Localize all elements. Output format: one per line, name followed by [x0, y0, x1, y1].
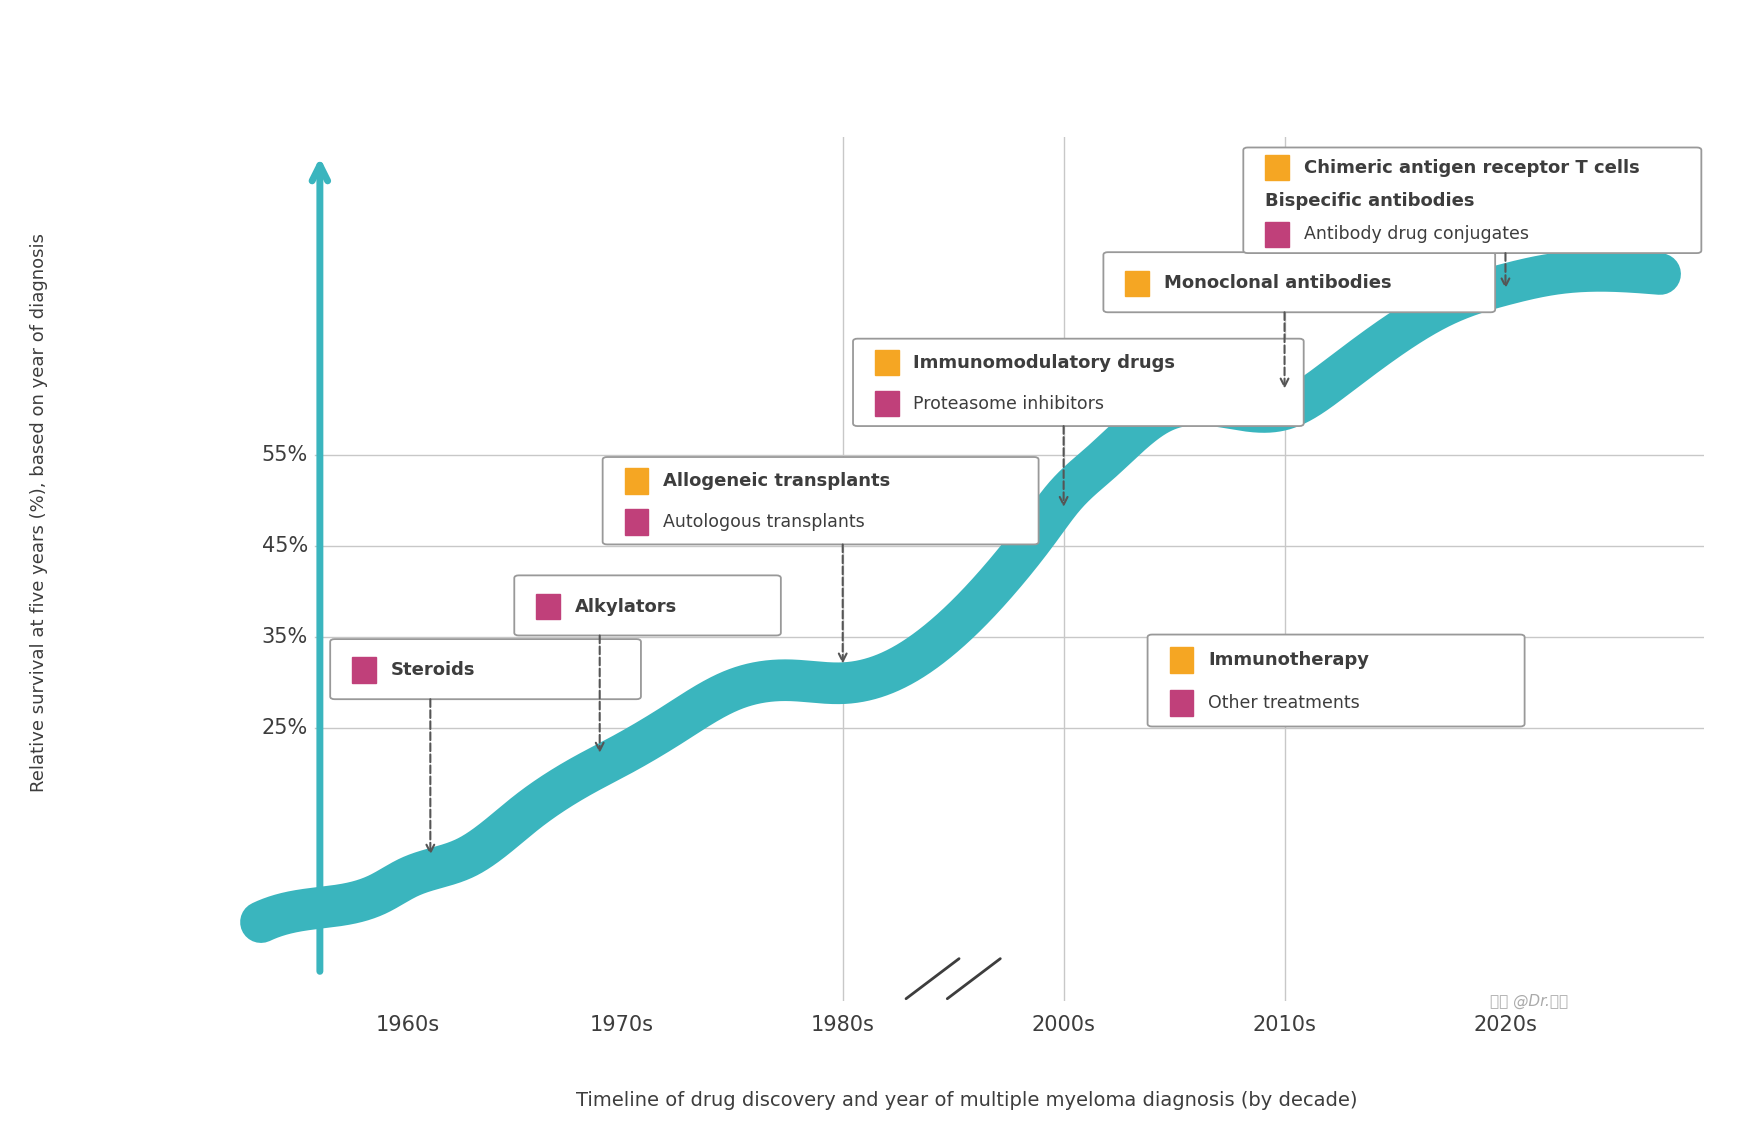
Text: 55%: 55% — [262, 445, 307, 465]
Text: 2010s: 2010s — [1253, 1015, 1316, 1036]
Text: 1980s: 1980s — [810, 1015, 875, 1036]
Text: Proteasome inhibitors: Proteasome inhibitors — [914, 395, 1105, 413]
Bar — [1265, 222, 1290, 247]
Text: Antibody drug conjugates: Antibody drug conjugates — [1304, 225, 1529, 244]
Bar — [625, 469, 648, 494]
FancyBboxPatch shape — [854, 339, 1304, 426]
Bar — [1265, 155, 1290, 180]
Bar — [1170, 648, 1193, 673]
Text: Autologous transplants: Autologous transplants — [662, 513, 864, 531]
Text: Monoclonal antibodies: Monoclonal antibodies — [1163, 274, 1392, 292]
Text: 2020s: 2020s — [1474, 1015, 1537, 1036]
FancyBboxPatch shape — [1244, 148, 1701, 253]
Text: 知乎 @Dr.娜娜: 知乎 @Dr.娜娜 — [1490, 993, 1567, 1009]
Text: Relative survival at five years (%), based on year of diagnosis: Relative survival at five years (%), bas… — [30, 232, 47, 792]
Text: 2000s: 2000s — [1031, 1015, 1096, 1036]
Bar — [875, 351, 898, 376]
Bar — [1126, 271, 1149, 296]
FancyBboxPatch shape — [1147, 635, 1525, 726]
FancyBboxPatch shape — [603, 457, 1038, 544]
Bar — [1170, 691, 1193, 716]
Text: 25%: 25% — [262, 718, 307, 739]
FancyBboxPatch shape — [515, 576, 780, 635]
Text: Immunotherapy: Immunotherapy — [1209, 651, 1369, 669]
Bar — [875, 391, 898, 417]
Text: Chimeric antigen receptor T cells: Chimeric antigen receptor T cells — [1304, 158, 1639, 176]
Text: Bispecific antibodies: Bispecific antibodies — [1265, 192, 1474, 209]
FancyBboxPatch shape — [330, 640, 641, 699]
Text: Allogeneic transplants: Allogeneic transplants — [662, 472, 891, 490]
Text: 1960s: 1960s — [376, 1015, 441, 1036]
FancyBboxPatch shape — [1103, 253, 1495, 312]
Bar — [625, 510, 648, 535]
Bar — [351, 658, 376, 683]
Text: Steroids: Steroids — [390, 661, 474, 679]
Bar — [536, 594, 560, 619]
Text: Timeline of drug discovery and year of multiple myeloma diagnosis (by decade): Timeline of drug discovery and year of m… — [576, 1090, 1356, 1110]
Text: 45%: 45% — [262, 536, 307, 556]
Text: Immunomodulatory drugs: Immunomodulatory drugs — [914, 354, 1175, 372]
Text: Alkylators: Alkylators — [575, 597, 676, 616]
Text: Other treatments: Other treatments — [1209, 694, 1360, 712]
Text: 35%: 35% — [262, 627, 307, 648]
Text: 1970s: 1970s — [590, 1015, 654, 1036]
